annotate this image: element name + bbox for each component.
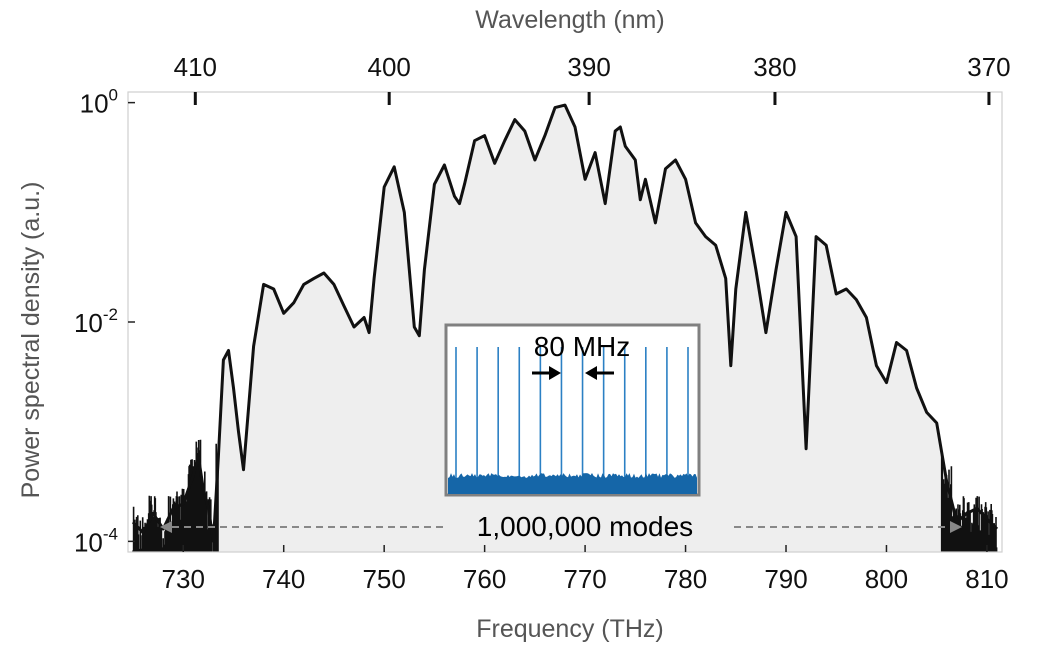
x-tick-label: 810	[965, 564, 1008, 594]
left-pointing-arrow-icon	[585, 366, 614, 380]
x-tick-label: 740	[262, 564, 305, 594]
y-tick-label: 10-4	[74, 524, 118, 557]
inset-comb-lines	[455, 347, 689, 488]
inset-frame	[444, 323, 701, 497]
top-tick-label: 380	[753, 52, 796, 82]
top-tick-label: 390	[567, 52, 610, 82]
x-tick-label: 760	[463, 564, 506, 594]
inset-spacing-label: 80 MHz	[534, 331, 630, 362]
inset-comb-panel: 80 MHz	[444, 323, 701, 497]
noise-left	[132, 439, 219, 552]
modes-right-arrowhead-icon	[950, 521, 962, 533]
right-pointing-arrow-icon	[532, 366, 561, 380]
modes-label: 1,000,000 modes	[477, 511, 693, 542]
y-tick-label: 10-2	[74, 305, 118, 338]
frequency-axis-label: Frequency (THz)	[476, 615, 664, 643]
noise-right	[940, 451, 998, 552]
x-tick-label: 750	[362, 564, 405, 594]
top-tick-label: 400	[368, 52, 411, 82]
top-tick-label: 370	[967, 52, 1010, 82]
x-tick-label: 730	[162, 564, 205, 594]
modes-left-arrowhead-icon	[160, 521, 172, 533]
x-tick-label: 790	[764, 564, 807, 594]
top-tick-label: 410	[174, 52, 217, 82]
x-tick-label: 780	[664, 564, 707, 594]
spectrum-line	[131, 103, 999, 543]
modes-annotation: 1,000,000 modes	[160, 511, 962, 542]
inset-noise-floor	[448, 473, 697, 494]
y-tick-label: 100	[80, 86, 118, 119]
x-tick-label: 770	[563, 564, 606, 594]
noise-floor-regions	[132, 439, 998, 552]
psd-axis-label: Power spectral density (a.u.)	[17, 182, 45, 499]
x-tick-label: 800	[865, 564, 908, 594]
wavelength-axis-label: Wavelength (nm)	[475, 6, 664, 34]
